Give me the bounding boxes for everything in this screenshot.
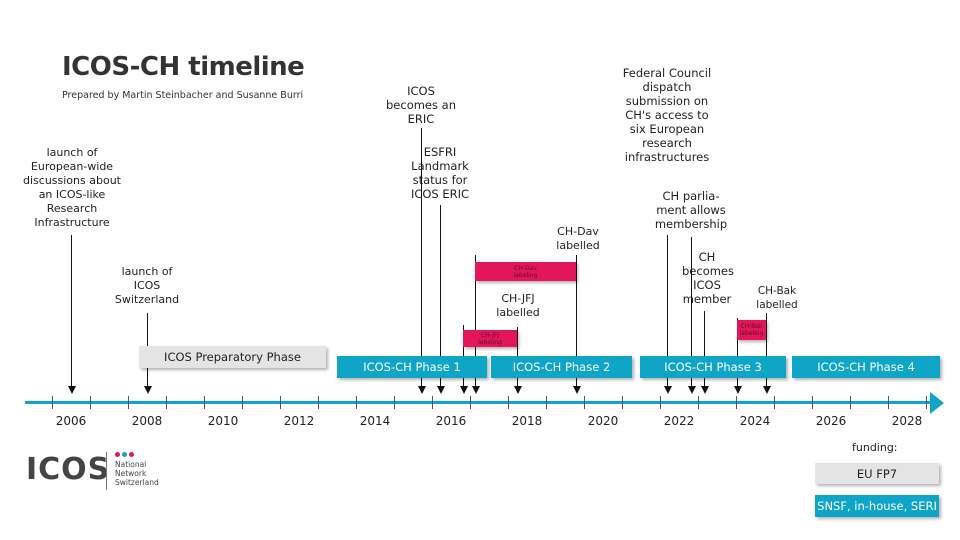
year-tick — [926, 396, 927, 409]
year-label: 2024 — [739, 414, 771, 428]
arrow-down-icon — [733, 386, 742, 394]
event-label: CH-Dav labelled — [556, 225, 600, 252]
arrow-down-icon — [471, 386, 480, 394]
phase-bar-4: ICOS-CH Phase 4 — [792, 356, 940, 378]
year-tick — [52, 396, 53, 409]
funding-eu-fp7: EU FP7 — [815, 463, 939, 484]
year-tick — [242, 396, 243, 409]
arrow-down-icon — [663, 386, 672, 394]
logo-subtitle: National Network Switzerland — [115, 460, 159, 487]
arrow-down-icon — [417, 386, 426, 394]
year-label: 2010 — [207, 414, 239, 428]
axis-arrowhead-icon — [930, 392, 944, 414]
year-tick — [584, 396, 585, 409]
arrow-down-icon — [572, 386, 581, 394]
year-tick — [280, 396, 281, 409]
arrow-down-icon — [700, 386, 709, 394]
arrow-down-icon — [762, 386, 771, 394]
page-title: ICOS-CH timeline — [62, 52, 305, 82]
year-label: 2026 — [815, 414, 847, 428]
logo-dots-icon — [115, 452, 134, 457]
phase-bar-3: ICOS-CH Phase 3 — [640, 356, 786, 378]
year-tick — [736, 396, 737, 409]
phase-bar-1: ICOS-CH Phase 1 — [337, 356, 487, 378]
event-line — [704, 311, 705, 386]
year-tick — [812, 396, 813, 409]
arrow-down-icon — [436, 386, 445, 394]
year-tick — [356, 396, 357, 409]
year-tick — [90, 396, 91, 409]
year-tick — [622, 396, 623, 409]
year-tick — [432, 396, 433, 409]
event-label: CH parlia-ment allows membership — [654, 189, 728, 231]
event-line — [440, 205, 441, 386]
phase-bar-preparatory: ICOS Preparatory Phase — [139, 346, 326, 368]
year-label: 2028 — [891, 414, 923, 428]
year-tick — [508, 396, 509, 409]
event-label: launch of European-wide discussions abou… — [23, 146, 121, 229]
event-line — [421, 128, 422, 386]
year-label: 2014 — [359, 414, 391, 428]
event-line — [463, 325, 464, 386]
year-label: 2018 — [511, 414, 543, 428]
logo-divider — [106, 452, 107, 490]
year-label: 2008 — [131, 414, 163, 428]
event-line — [576, 255, 577, 386]
year-label: 2020 — [587, 414, 619, 428]
year-tick — [850, 396, 851, 409]
phase-bar-2: ICOS-CH Phase 2 — [491, 356, 632, 378]
funding-heading: funding: — [852, 441, 898, 454]
year-tick — [204, 396, 205, 409]
timeline-axis — [25, 401, 933, 404]
year-label: 2012 — [283, 414, 315, 428]
funding-snsf: SNSF, in-house, SERI — [815, 495, 939, 517]
event-line — [667, 235, 668, 386]
year-tick — [318, 396, 319, 409]
event-label: ESFRI Landmark status for ICOS ERIC — [410, 145, 470, 201]
event-line — [71, 235, 72, 386]
event-label: CH-Bak labelled — [756, 285, 798, 311]
icos-logo: ICOS — [26, 452, 111, 487]
arrow-down-icon — [459, 386, 468, 394]
year-tick — [698, 396, 699, 409]
labeling-bar-jfj: CH-JFJ labeling — [463, 330, 517, 347]
year-label: 2022 — [663, 414, 695, 428]
year-tick — [774, 396, 775, 409]
event-line — [737, 318, 738, 386]
year-tick — [546, 396, 547, 409]
arrow-down-icon — [67, 386, 76, 394]
year-tick — [394, 396, 395, 409]
labeling-bar-bak: CH-Bak labeling — [737, 320, 766, 340]
event-label: ICOS becomes an ERIC — [386, 84, 456, 126]
arrow-down-icon — [687, 386, 696, 394]
event-label: CH-JFJ labelled — [496, 292, 540, 319]
arrow-down-icon — [143, 386, 152, 394]
year-label: 2016 — [435, 414, 467, 428]
year-tick — [166, 396, 167, 409]
event-line — [691, 237, 692, 386]
year-tick — [470, 396, 471, 409]
labeling-bar-dav: CH-Dav labeling — [475, 262, 576, 281]
arrow-down-icon — [513, 386, 522, 394]
event-line — [766, 313, 767, 386]
event-label: launch of ICOS Switzerland — [114, 265, 180, 306]
year-tick — [660, 396, 661, 409]
year-tick — [888, 396, 889, 409]
event-label: Federal Council dispatch submission on C… — [622, 66, 712, 164]
event-line — [475, 255, 476, 386]
year-label: 2006 — [55, 414, 87, 428]
subtitle: Prepared by Martin Steinbacher and Susan… — [62, 90, 304, 101]
event-label: CH becomes ICOS member — [682, 250, 735, 306]
year-tick — [128, 396, 129, 409]
